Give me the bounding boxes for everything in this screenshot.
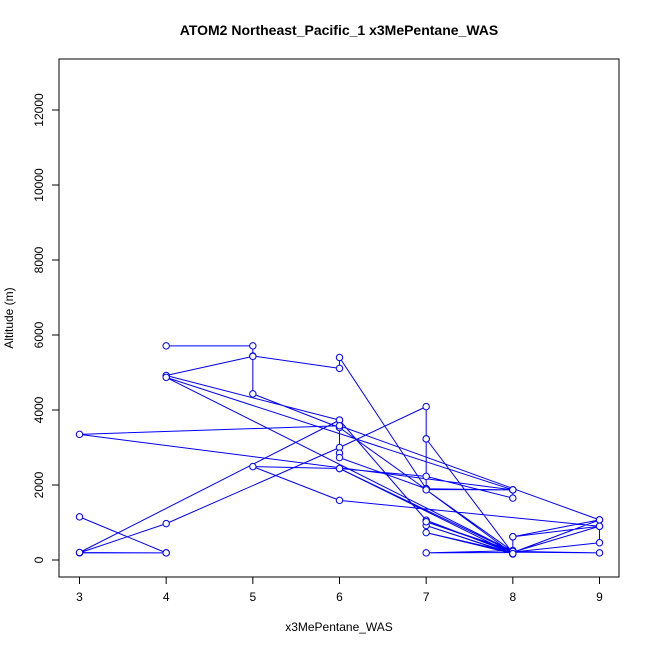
data-point (422, 435, 430, 443)
x-axis-label: x3MePentane_WAS (285, 620, 393, 634)
data-point (249, 342, 257, 350)
x-tick-label: 4 (163, 590, 170, 604)
data-point (509, 533, 517, 541)
data-point (335, 422, 344, 430)
y-axis: 0 2000 4000 6000 8000 10000 12000 (32, 93, 60, 563)
data-point (595, 522, 604, 530)
y-tick-label: 10000 (32, 168, 46, 202)
data-point (422, 472, 430, 481)
data-point (162, 373, 170, 382)
x-tick-label: 9 (596, 590, 603, 604)
data-point (335, 353, 344, 362)
data-point (335, 464, 344, 473)
y-tick-label: 8000 (32, 246, 46, 273)
data-point (422, 549, 430, 557)
x-axis: 3 4 5 6 7 8 9 (76, 576, 603, 604)
x-tick-label: 7 (423, 590, 430, 604)
y-tick-label: 0 (32, 556, 46, 563)
data-point (595, 549, 604, 557)
data-point (249, 390, 257, 398)
y-axis-label: Altitude (m) (2, 287, 16, 348)
data-point (595, 539, 604, 547)
data-point (335, 364, 344, 373)
data-point (75, 548, 84, 557)
data-point (335, 453, 344, 462)
data-point (509, 494, 517, 502)
chart-title: ATOM2 Northeast_Pacific_1 x3MePentane_WA… (180, 22, 499, 38)
x-tick-label: 8 (509, 590, 516, 604)
data-point (162, 519, 170, 528)
y-tick-label: 6000 (32, 321, 46, 348)
data-point (75, 513, 84, 521)
points-group (75, 342, 604, 558)
data-point (162, 549, 170, 557)
x-tick-label: 6 (336, 590, 343, 604)
data-point (422, 486, 430, 494)
data-point (249, 462, 257, 471)
data-point (335, 496, 344, 505)
y-tick-label: 2000 (32, 471, 46, 498)
data-point (422, 528, 430, 537)
x-tick-label: 5 (249, 590, 256, 604)
x-tick-label: 3 (76, 590, 83, 604)
data-point (422, 402, 430, 411)
y-tick-label: 12000 (32, 93, 46, 127)
data-point (75, 430, 84, 439)
data-point (595, 516, 604, 524)
data-point (509, 486, 517, 494)
data-point (162, 342, 170, 350)
y-tick-label: 4000 (32, 396, 46, 423)
data-point (509, 549, 517, 558)
data-point (249, 352, 257, 361)
data-point (422, 518, 430, 526)
